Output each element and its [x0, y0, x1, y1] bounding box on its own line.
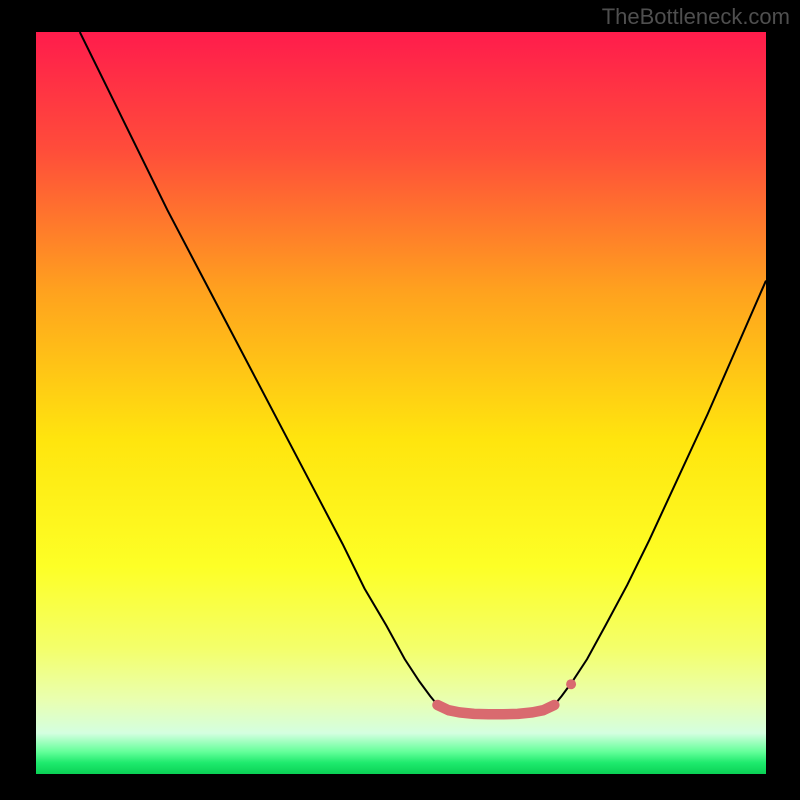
optimal-point-marker — [549, 700, 559, 710]
attribution-text: TheBottleneck.com — [602, 4, 790, 30]
optimal-point-marker — [443, 705, 453, 715]
optimal-point-marker — [498, 709, 508, 719]
heat-gradient-background — [36, 32, 766, 774]
optimal-point-marker — [454, 707, 464, 717]
optimal-point-marker — [433, 700, 443, 710]
optimal-point-marker — [469, 709, 479, 719]
optimal-point-marker — [527, 707, 537, 717]
optimal-point-marker — [538, 705, 548, 715]
optimal-point-marker — [513, 709, 523, 719]
bottleneck-curve-chart — [36, 32, 766, 774]
optimal-point-marker — [484, 709, 494, 719]
optimal-point-marker — [566, 679, 576, 689]
